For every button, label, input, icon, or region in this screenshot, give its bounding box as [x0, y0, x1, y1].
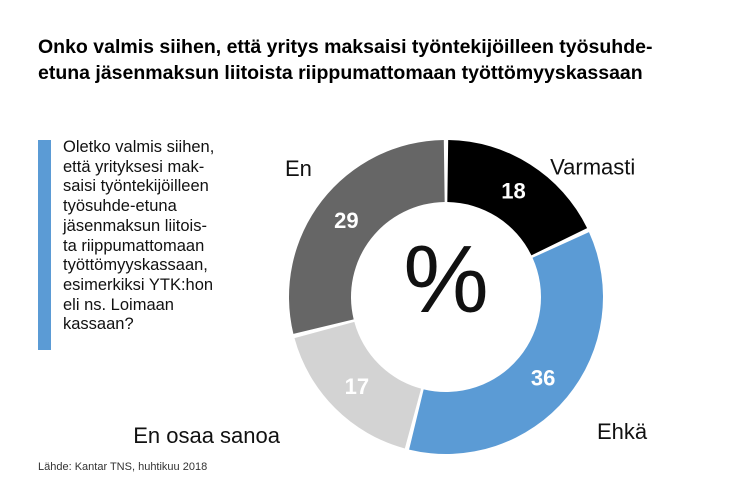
category-label-en-osaa-sanoa: En osaa sanoa — [133, 423, 281, 448]
donut-slice-ehk — [409, 232, 603, 454]
value-label-en: 29 — [334, 208, 358, 233]
title-line-1: Onko valmis siihen, että yritys maksaisi… — [38, 36, 653, 58]
question-accent-bar — [38, 140, 51, 350]
question-line: Oletko valmis siihen, — [63, 138, 215, 156]
donut-slice-varmasti — [447, 140, 588, 256]
category-label-varmasti: Varmasti — [550, 154, 635, 179]
question-line: ta riippumattomaan — [63, 236, 205, 255]
question-line: esimerkiksi YTK:hon — [63, 275, 214, 294]
question-line: kassaan? — [63, 315, 134, 334]
question-line: jäsenmaksun liitois- — [63, 216, 207, 235]
source-note: Lähde: Kantar TNS, huhtikuu 2018 — [38, 461, 208, 473]
title-line-2: etuna jäsenmaksun liitoista riippumattom… — [38, 62, 643, 84]
question-line: saisi työntekijöilleen — [63, 177, 209, 196]
value-label-varmasti: 18 — [501, 179, 525, 204]
chart-title: Onko valmis siihen, että yritys maksaisi… — [38, 34, 738, 86]
survey-question: Oletko valmis siihen, että yrityksesi ma… — [63, 138, 263, 335]
value-label-en-osaa-sanoa: 17 — [345, 374, 369, 399]
donut-slice-en — [288, 140, 445, 334]
question-line: työttömyyskassaan, — [63, 256, 208, 275]
question-line: eli ns. Loimaan — [63, 295, 174, 314]
category-label-ehk: Ehkä — [597, 419, 648, 444]
category-label-en: En — [285, 156, 312, 181]
question-line: että yrityksesi mak- — [63, 157, 205, 176]
center-percent-label: % — [403, 226, 488, 333]
value-label-ehk: 36 — [531, 365, 555, 390]
question-line: työsuhde-etuna — [63, 197, 177, 216]
donut-slice-en-osaa-sanoa — [294, 321, 422, 449]
